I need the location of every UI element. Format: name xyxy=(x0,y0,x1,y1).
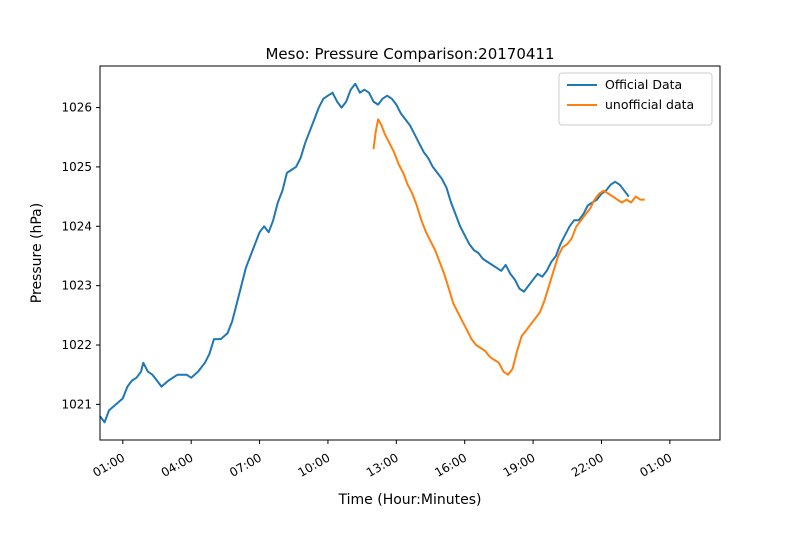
x-tick-label: 10:00 xyxy=(295,450,332,479)
x-tick-label: 16:00 xyxy=(432,450,469,479)
chart-title: Meso: Pressure Comparison:20170411 xyxy=(265,45,554,63)
y-axis: 1021 1022 1023 1024 1025 1026 xyxy=(61,101,100,411)
plot-area xyxy=(99,82,645,424)
legend-box xyxy=(558,72,713,126)
legend-label: Official Data xyxy=(605,77,682,92)
x-axis-label: Time (Hour:Minutes) xyxy=(338,492,482,508)
y-tick-label: 1021 xyxy=(61,397,92,411)
y-tick-label: 1025 xyxy=(61,160,92,174)
legend: Official Data unofficial data xyxy=(558,72,713,126)
series-line-1 xyxy=(99,82,630,424)
x-tick-label: 07:00 xyxy=(227,450,264,479)
x-tick-label: 01:00 xyxy=(637,450,674,479)
y-tick-label: 1024 xyxy=(61,219,92,233)
y-tick-label: 1022 xyxy=(61,338,92,352)
x-tick-label: 13:00 xyxy=(364,450,401,479)
x-tick-label: 01:00 xyxy=(90,450,127,479)
x-tick-label: 19:00 xyxy=(501,450,538,479)
x-tick-label: 04:00 xyxy=(159,450,196,479)
x-axis: 01:00 04:00 07:00 10:00 13:00 16:00 19:00 22:00… xyxy=(90,440,674,480)
legend-label: unofficial data xyxy=(605,97,694,112)
y-axis-label: Pressure (hPa) xyxy=(29,203,45,303)
y-tick-label: 1026 xyxy=(61,101,92,115)
axes-frame xyxy=(99,65,721,441)
x-tick-label: 22:00 xyxy=(569,450,606,479)
y-tick-label: 1023 xyxy=(61,279,92,293)
series-line-2 xyxy=(372,118,645,376)
